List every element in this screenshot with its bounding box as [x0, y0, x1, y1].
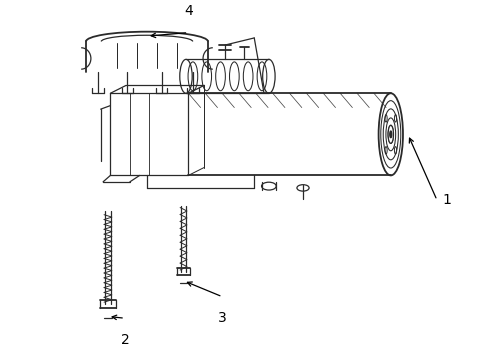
Text: 3: 3: [218, 311, 226, 325]
Text: 4: 4: [183, 4, 192, 18]
Ellipse shape: [387, 125, 393, 143]
Text: 1: 1: [441, 193, 450, 207]
Text: 2: 2: [121, 333, 129, 347]
Ellipse shape: [389, 131, 391, 138]
